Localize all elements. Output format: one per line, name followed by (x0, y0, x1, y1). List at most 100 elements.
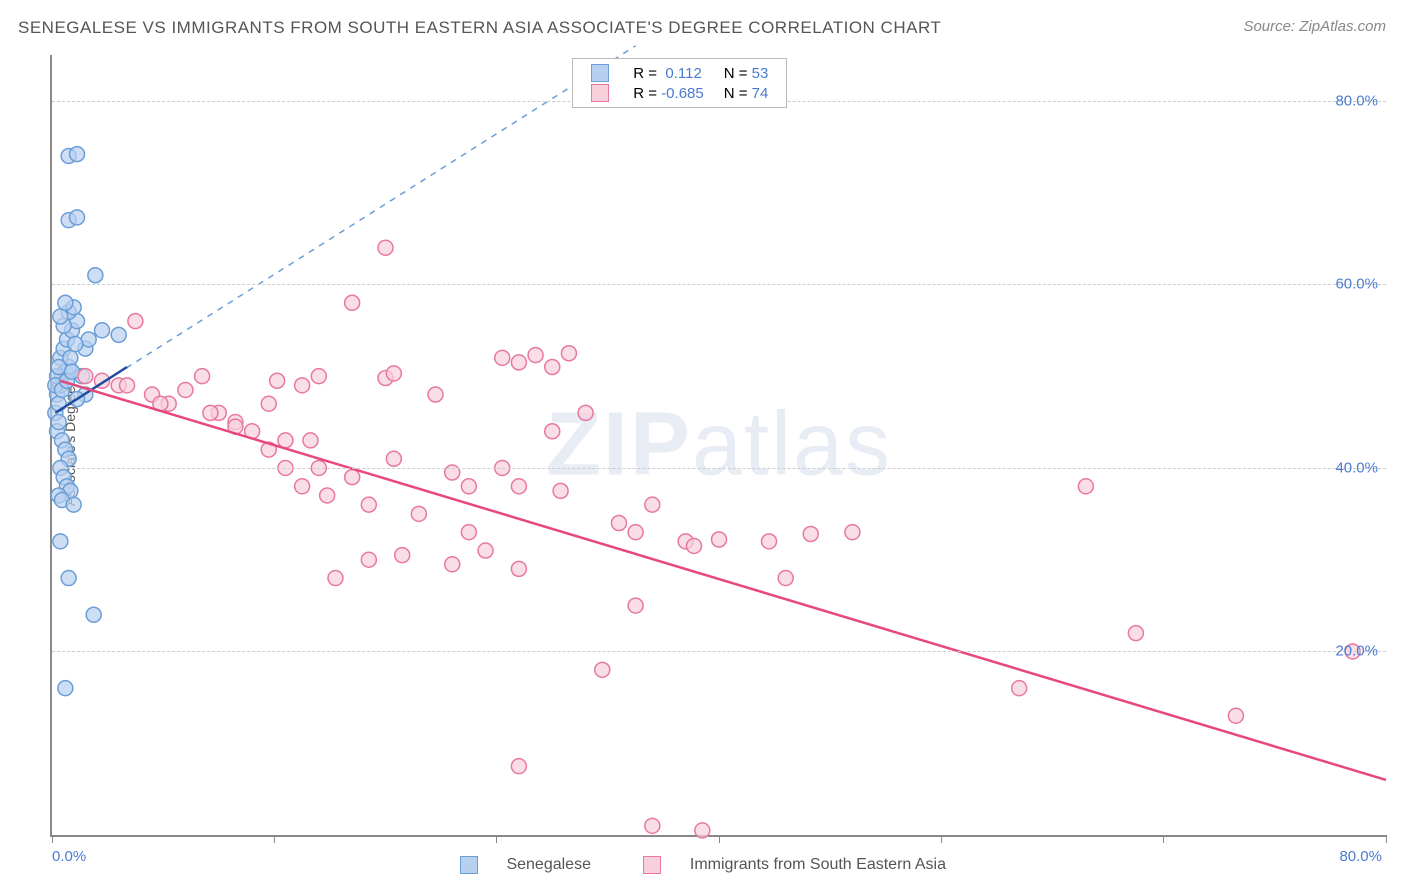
scatter-point-series-1 (778, 571, 793, 586)
xtick-mark (719, 835, 720, 843)
scatter-point-series-1 (278, 433, 293, 448)
legend-bottom-label-0: Senegalese (506, 856, 591, 873)
n-value-1: 74 (752, 85, 769, 102)
scatter-point-series-1 (1078, 479, 1093, 494)
scatter-point-series-1 (361, 552, 376, 567)
scatter-point-series-0 (53, 309, 68, 324)
chart-title: SENEGALESE VS IMMIGRANTS FROM SOUTH EAST… (18, 18, 941, 38)
plot-area: ZIPatlas R = 0.112 N = 53 R = -0.685 N =… (50, 55, 1386, 837)
scatter-point-series-0 (63, 350, 78, 365)
n-label: N = (724, 85, 748, 102)
scatter-point-series-1 (78, 369, 93, 384)
scatter-point-series-1 (528, 348, 543, 363)
scatter-point-series-1 (328, 571, 343, 586)
legend-stats-row-0: R = 0.112 N = 53 (581, 63, 778, 83)
n-label: N = (724, 65, 748, 82)
scatter-point-series-1 (803, 527, 818, 542)
scatter-point-series-0 (58, 295, 73, 310)
xtick-mark (1163, 835, 1164, 843)
gridline-h (52, 468, 1386, 469)
scatter-point-series-1 (628, 598, 643, 613)
scatter-point-series-1 (445, 557, 460, 572)
source-attribution: Source: ZipAtlas.com (1243, 18, 1386, 35)
xtick-mark (496, 835, 497, 843)
scatter-point-series-1 (1128, 626, 1143, 641)
scatter-point-series-1 (320, 488, 335, 503)
xtick-mark (941, 835, 942, 843)
scatter-point-series-1 (578, 405, 593, 420)
scatter-point-series-1 (295, 479, 310, 494)
scatter-point-series-1 (561, 346, 576, 361)
scatter-point-series-1 (511, 561, 526, 576)
scatter-point-series-1 (378, 240, 393, 255)
xtick-mark (1386, 835, 1387, 843)
scatter-point-series-1 (461, 479, 476, 494)
legend-stats-row-1: R = -0.685 N = 74 (581, 83, 778, 103)
scatter-point-series-1 (386, 366, 401, 381)
ytick-label: 60.0% (1335, 276, 1378, 293)
scatter-point-series-1 (611, 516, 626, 531)
scatter-point-series-0 (53, 534, 68, 549)
scatter-point-series-1 (845, 525, 860, 540)
legend-bottom: Senegalese Immigrants from South Eastern… (0, 856, 1406, 874)
r-value-1: -0.685 (661, 85, 704, 102)
scatter-point-series-1 (345, 295, 360, 310)
legend-bottom-swatch-0 (460, 856, 478, 874)
xtick-mark (52, 835, 53, 843)
legend-bottom-label-1: Immigrants from South Eastern Asia (690, 856, 946, 873)
legend-swatch-0 (591, 64, 609, 82)
scatter-point-series-1 (120, 378, 135, 393)
gridline-h (52, 284, 1386, 285)
scatter-point-series-1 (178, 382, 193, 397)
scatter-point-series-1 (645, 497, 660, 512)
scatter-point-series-0 (58, 681, 73, 696)
trend-line-series-1 (60, 381, 1386, 780)
scatter-point-series-1 (311, 369, 326, 384)
scatter-point-series-1 (1228, 708, 1243, 723)
gridline-h (52, 651, 1386, 652)
scatter-point-series-1 (511, 759, 526, 774)
scatter-point-series-1 (628, 525, 643, 540)
r-label: R = (633, 65, 657, 82)
xtick-mark (274, 835, 275, 843)
r-value-0: 0.112 (665, 65, 701, 82)
scatter-point-series-0 (51, 396, 66, 411)
legend-stats-box: R = 0.112 N = 53 R = -0.685 N = 74 (572, 58, 787, 108)
r-label: R = (633, 85, 657, 102)
scatter-point-series-1 (386, 451, 401, 466)
scatter-point-series-0 (70, 210, 85, 225)
scatter-point-series-1 (270, 373, 285, 388)
scatter-point-series-1 (411, 506, 426, 521)
scatter-point-series-1 (545, 424, 560, 439)
scatter-point-series-1 (461, 525, 476, 540)
scatter-point-series-0 (68, 337, 83, 352)
scatter-point-series-1 (762, 534, 777, 549)
legend-bottom-item-1: Immigrants from South Eastern Asia (631, 856, 958, 873)
ytick-label: 20.0% (1335, 643, 1378, 660)
scatter-point-series-1 (511, 479, 526, 494)
legend-stats-table: R = 0.112 N = 53 R = -0.685 N = 74 (581, 63, 778, 103)
scatter-point-series-1 (261, 396, 276, 411)
scatter-point-series-1 (686, 538, 701, 553)
scatter-point-series-0 (51, 415, 66, 430)
scatter-point-series-1 (345, 470, 360, 485)
scatter-point-series-1 (553, 483, 568, 498)
legend-bottom-swatch-1 (643, 856, 661, 874)
scatter-point-series-1 (295, 378, 310, 393)
legend-bottom-item-0: Senegalese (448, 856, 607, 873)
scatter-point-series-1 (511, 355, 526, 370)
scatter-point-series-1 (428, 387, 443, 402)
scatter-point-series-1 (695, 823, 710, 838)
scatter-point-series-1 (495, 350, 510, 365)
scatter-point-series-0 (70, 147, 85, 162)
scatter-point-series-0 (95, 323, 110, 338)
legend-swatch-1 (591, 84, 609, 102)
ytick-label: 40.0% (1335, 459, 1378, 476)
scatter-point-series-0 (66, 497, 81, 512)
scatter-point-series-1 (361, 497, 376, 512)
scatter-point-series-1 (595, 662, 610, 677)
scatter-point-series-1 (128, 314, 143, 329)
scatter-point-series-1 (645, 818, 660, 833)
scatter-point-series-0 (61, 571, 76, 586)
scatter-point-series-0 (88, 268, 103, 283)
